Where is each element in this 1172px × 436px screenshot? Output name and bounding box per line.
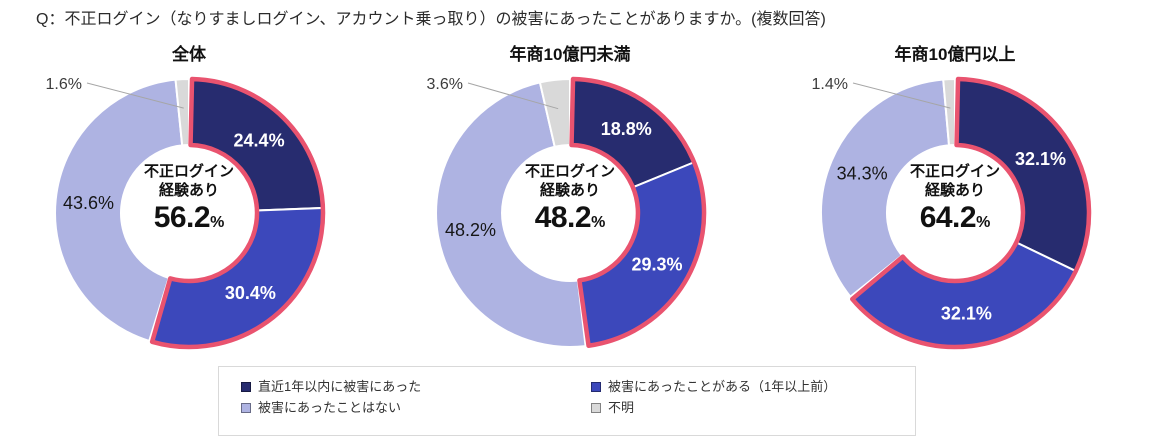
- highlight-outline: [569, 76, 707, 348]
- segment-label: 18.8%: [601, 119, 652, 139]
- segment-label-outside: 1.6%: [46, 76, 82, 93]
- legend-label-recent: 直近1年以内に被害にあった: [258, 379, 422, 394]
- chart-body: 24.4% 30.4% 43.6% 1.6% 不正ログイン 経験あり 56.2%: [24, 68, 354, 364]
- donut-svg-overall: 24.4% 30.4% 43.6% 1.6%: [46, 76, 326, 350]
- donut-segment-none: [54, 78, 184, 343]
- legend-swatch-unknown: [591, 402, 601, 413]
- label-leader-line: [467, 82, 559, 110]
- donut-segment-none: [435, 81, 587, 348]
- segment-label: 24.4%: [234, 130, 285, 150]
- donut-chart-overall: 全体 24.4% 30.4% 43.6% 1.6% 不正ログイン 経験あり 56.2%: [24, 44, 354, 366]
- legend-swatch-past: [591, 381, 601, 392]
- legend-swatch-recent: [241, 381, 251, 392]
- segment-label: 29.3%: [631, 254, 682, 274]
- donut-segment-none: [820, 78, 951, 299]
- chart-body: 18.8% 29.3% 48.2% 3.6% 不正ログイン 経験あり 48.2%: [405, 68, 735, 364]
- label-leader-line: [852, 82, 951, 109]
- legend-label-none: 被害にあったことはない: [258, 400, 402, 415]
- donut-segment-recent: [954, 77, 1090, 273]
- legend-item-past: 被害にあったことがある（1年以上前）: [591, 378, 915, 395]
- chart-title-overall: 全体: [172, 45, 206, 64]
- segment-label-outside: 1.4%: [812, 76, 848, 93]
- segment-label: 48.2%: [445, 220, 496, 240]
- legend-item-recent: 直近1年以内に被害にあった: [241, 378, 591, 395]
- legend-label-past: 被害にあったことがある（1年以上前）: [608, 379, 837, 394]
- donut-chart-under-1b: 年商10億円未満 18.8% 29.3% 48.2% 3.6% 不正ログイン 経験あり…: [405, 44, 735, 366]
- segment-label: 32.1%: [1015, 149, 1066, 169]
- legend: 直近1年以内に被害にあった 被害にあったことがある（1年以上前） 被害にあったこ…: [218, 366, 916, 436]
- legend-item-unknown: 不明: [591, 399, 915, 416]
- legend-label-unknown: 不明: [608, 400, 635, 415]
- highlight-outline: [149, 76, 326, 350]
- legend-item-none: 被害にあったことはない: [241, 399, 591, 416]
- segment-label: 30.4%: [225, 283, 276, 303]
- segment-label: 32.1%: [941, 303, 992, 323]
- label-leader-line: [86, 82, 184, 109]
- question-title: Q：不正ログイン（なりすましログイン、アカウント乗っ取り）の被害にあったことがあ…: [36, 11, 826, 28]
- segment-label-outside: 3.6%: [427, 76, 463, 93]
- legend-swatch-none: [241, 402, 251, 413]
- chart-title-under-1b: 年商10億円未満: [509, 45, 631, 64]
- segment-label: 34.3%: [837, 163, 888, 183]
- chart-body: 32.1% 32.1% 34.3% 1.4% 不正ログイン 経験あり 64.2%: [790, 68, 1120, 364]
- chart-title-over-1b: 年商10億円以上: [894, 45, 1016, 64]
- donut-chart-over-1b: 年商10億円以上 32.1% 32.1% 34.3% 1.4% 不正ログイン 経験あり…: [790, 44, 1120, 366]
- donut-svg-under-1b: 18.8% 29.3% 48.2% 3.6%: [427, 76, 707, 348]
- highlight-outline: [850, 76, 1092, 350]
- segment-label: 43.6%: [63, 193, 114, 213]
- donut-svg-over-1b: 32.1% 32.1% 34.3% 1.4%: [812, 76, 1092, 350]
